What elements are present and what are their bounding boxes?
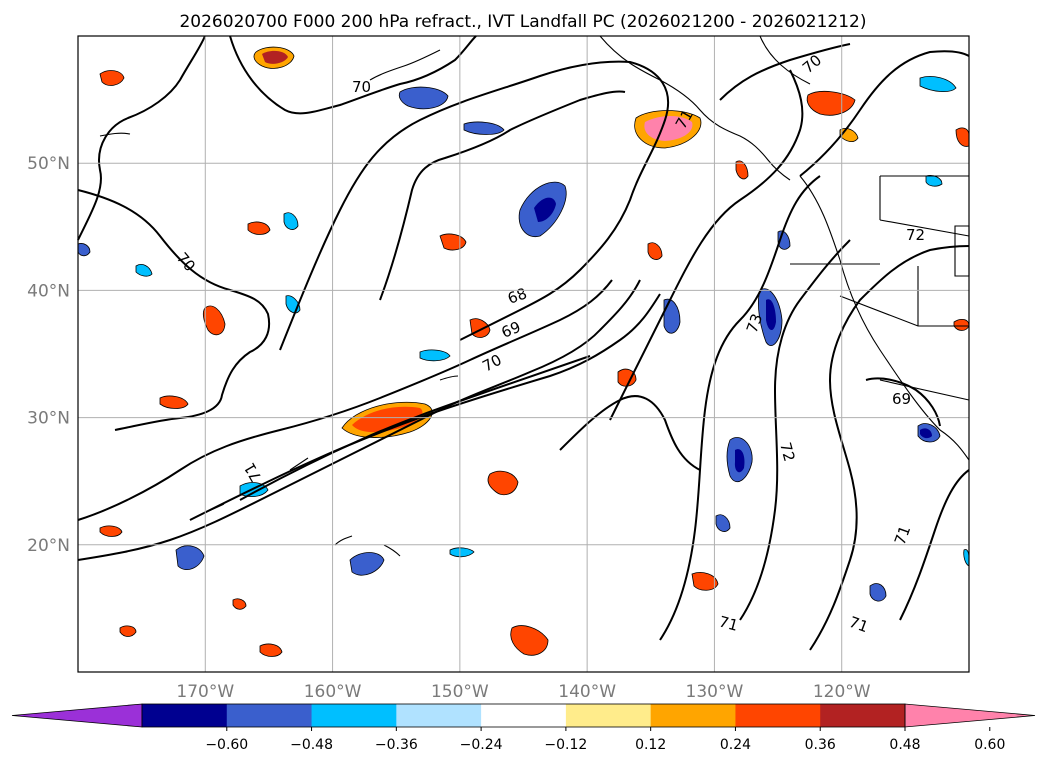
figure-title: 2026020700 F000 200 hPa refract., IVT La… [179,12,866,32]
colorbar-extend-low [11,703,143,728]
lon-tick-label: 130°W [686,682,744,702]
lon-tick-label: 140°W [558,682,616,702]
colorbar: −0.60 −0.48 −0.36 −0.24 −0.12 0.12 0.24 0.36 0.4… [11,703,1036,753]
contour-label: 73 [743,311,766,335]
colorbar-swatch [226,704,313,727]
colorbar-extend-high [904,703,1036,728]
colorbar-tick-label: 0.12 [635,737,666,753]
colorbar-tick-label: 0.24 [720,737,751,753]
shaded-anomalies [77,46,970,657]
latitude-labels: 20°N 30°N 40°N 50°N [27,154,70,556]
colorbar-swatch [565,704,652,727]
colorbar-swatch [735,704,821,727]
contour-label: 69 [892,390,911,408]
colorbar-tick-label: −0.24 [460,737,503,753]
colorbar-tick-label: 0.48 [889,737,920,753]
contour-label: 71 [847,613,871,636]
colorbar-swatch [396,704,482,727]
lat-tick-label: 50°N [27,154,70,174]
colorbar-frame [141,703,906,728]
colorbar-tick-label: 0.36 [805,737,836,753]
lon-tick-label: 170°W [176,682,234,702]
contour-label: 70 [352,78,371,96]
contour-label: 72 [776,440,798,463]
colorbar-tick-label: −0.48 [290,737,333,753]
map-frame [77,35,970,673]
lon-tick-label: 120°W [813,682,871,702]
lat-tick-label: 20°N [27,536,70,556]
colorbar-swatch [142,704,228,727]
colorbar-tick-label: −0.12 [544,737,587,753]
contour-label: 71 [717,612,740,634]
lon-tick-label: 160°W [304,682,362,702]
contour-label: 69 [499,318,523,342]
negative-anomaly-regions [77,76,970,602]
longitude-labels: 170°W 160°W 150°W 140°W 130°W 120°W [176,682,870,702]
contour-label: 72 [906,226,925,244]
lat-tick-label: 40°N [27,281,70,301]
colorbar-swatch [820,704,906,727]
colorbar-tick-label: −0.60 [205,737,248,753]
lat-tick-label: 30°N [27,409,70,429]
positive-anomaly-regions [99,46,970,657]
colorbar-swatch [311,704,397,727]
map-panel: 70 70 68 69 70 71 72 73 72 69 71 71 71 7… [77,35,970,673]
gridlines [78,36,969,672]
map-background [78,36,969,672]
contour-label: 71 [891,523,914,547]
colorbar-swatch [650,704,736,727]
colorbar-swatch [481,704,567,727]
lon-tick-label: 150°W [431,682,489,702]
colorbar-tick-label: −0.36 [375,737,418,753]
colorbar-tick-label: 0.60 [974,737,1005,753]
